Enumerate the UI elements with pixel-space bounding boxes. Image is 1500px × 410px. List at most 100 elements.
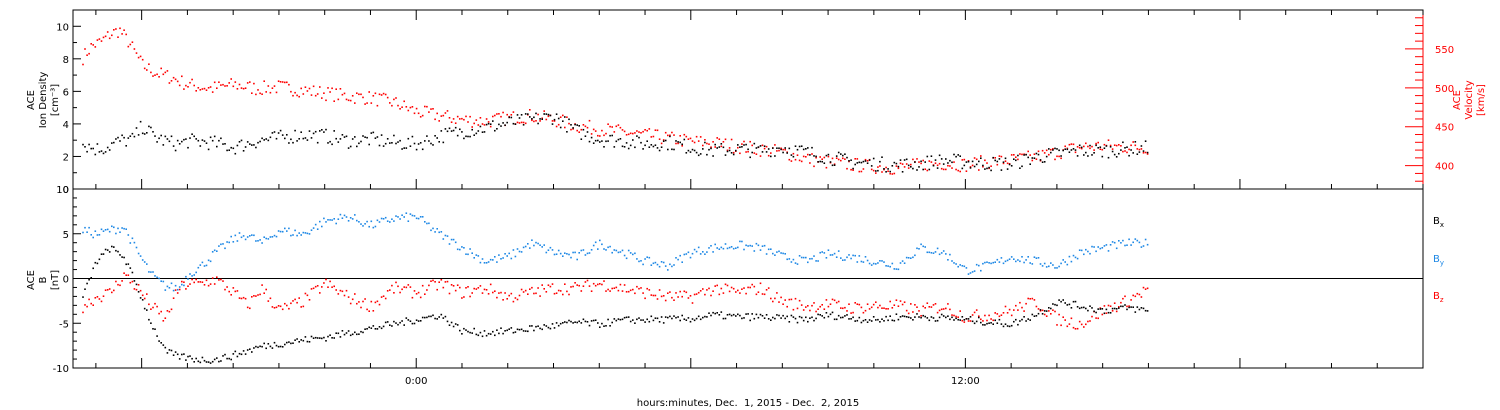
velocity-point [566,116,568,118]
density-point [1019,167,1021,169]
velocity-point [275,91,278,94]
bx-point [728,313,731,316]
bx-point [714,312,716,315]
density-point [1083,154,1085,156]
bz-point [389,289,391,291]
by-point [986,261,988,263]
bx-point [819,314,821,316]
velocity-point [669,134,671,137]
by-point [562,255,564,257]
bx-point [419,320,422,322]
by-point [440,231,443,233]
velocity-point [632,132,634,135]
bx-point [533,329,535,332]
velocity-point [137,56,140,59]
bx-point [463,327,465,330]
bz-point [506,298,508,300]
by-point [807,261,809,264]
velocity-point [770,152,772,154]
velocity-point [1002,162,1005,165]
by-point [520,251,523,253]
bx-point [238,352,241,355]
by-point [1132,241,1134,244]
velocity-point [844,158,846,160]
by-point [1091,245,1093,248]
by-point [253,234,255,237]
velocity-point [1115,144,1118,147]
bx-point [1144,309,1147,312]
bx-point [559,322,562,325]
velocity-point [1101,148,1104,151]
bx-point [805,316,807,319]
velocity-point [854,158,856,160]
bx-point [1029,319,1031,321]
by-point [656,263,659,266]
bz-point [520,288,523,291]
velocity-point [965,170,968,172]
bx-point [316,337,319,339]
by-point [638,260,640,263]
bz-point [94,297,97,299]
bx-point [757,316,760,319]
bz-point [774,297,776,300]
by-point [866,259,869,262]
by-point [652,262,655,265]
density-point [875,170,877,172]
by-point [209,260,212,263]
by-point [609,245,611,248]
by-point [1021,256,1023,258]
bx-point [543,324,545,326]
velocity-point [621,129,624,131]
density-point [918,166,920,168]
bx-point [1031,313,1034,316]
by-point [821,251,823,253]
bz-point [508,294,510,297]
velocity-point [150,71,152,74]
by-point [741,240,743,243]
bz-point [238,297,241,299]
velocity-point [316,93,319,95]
by-point [1048,265,1050,268]
velocity-point [912,158,914,161]
bz-point [1105,312,1108,314]
bx-point [152,328,154,330]
velocity-point [918,161,920,163]
bx-point [281,346,284,348]
bz-point [292,300,294,302]
bz-point [603,280,605,282]
by-point [397,216,399,218]
bx-point [627,316,630,318]
bx-point [792,316,795,318]
velocity-point [998,155,1001,157]
by-point [566,253,568,255]
bz-point [796,307,799,310]
bx-point [1095,311,1097,314]
bz-point [726,284,729,287]
density-point [759,145,762,147]
density-point [452,129,455,132]
velocity-point [84,48,86,50]
velocity-point [90,43,92,45]
by-point [1060,262,1062,265]
velocity-point [343,92,346,95]
density-point [284,137,286,140]
by-point [216,250,218,252]
velocity-point [259,92,261,95]
by-point [129,242,132,244]
bz-point [837,300,840,303]
bx-point [218,360,220,363]
velocity-point [341,93,344,96]
velocity-point [831,157,834,160]
bx-point [1066,304,1069,306]
bz-point [477,287,480,289]
by-point [294,229,296,232]
bz-point [745,292,747,295]
by-point [203,265,206,267]
bx-point [426,316,428,319]
velocity-point [475,119,478,121]
velocity-point [1013,154,1015,156]
by-point [961,265,964,267]
density-point [652,145,655,148]
bz-point [125,274,127,276]
by-point [452,238,455,241]
